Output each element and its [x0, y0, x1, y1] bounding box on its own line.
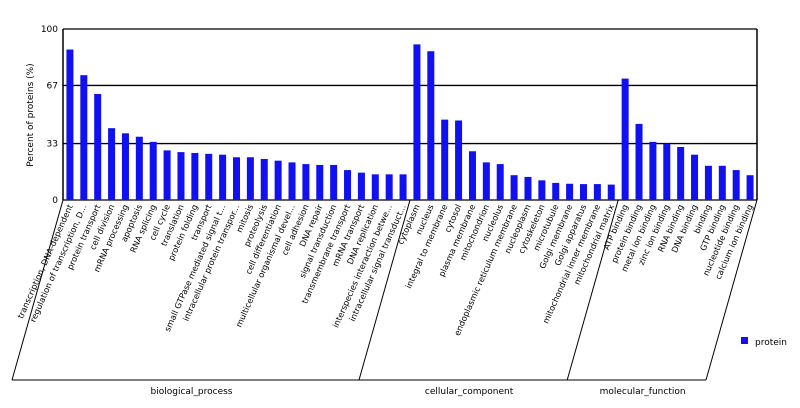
- bar: [135, 136, 143, 200]
- bar: [593, 184, 601, 200]
- y-tick-label: 100: [41, 25, 58, 35]
- bar: [732, 170, 740, 200]
- bar: [385, 174, 393, 200]
- bar: [718, 165, 726, 200]
- group-label: biological_process: [151, 387, 233, 397]
- bar: [510, 175, 518, 200]
- group-label: molecular_function: [600, 387, 686, 397]
- bar: [635, 123, 643, 200]
- bar: [704, 165, 712, 200]
- bar: [94, 93, 102, 200]
- y-axis-label: Percent of proteins (%): [26, 63, 36, 166]
- bar: [746, 175, 754, 200]
- bar: [427, 51, 435, 201]
- bar: [607, 184, 615, 200]
- bar: [219, 154, 227, 200]
- bar: [663, 143, 671, 200]
- bar: [621, 78, 629, 200]
- bar: [524, 176, 532, 200]
- bar: [316, 164, 324, 200]
- bar: [191, 152, 199, 200]
- bar: [649, 141, 657, 200]
- bar: [413, 44, 421, 200]
- group-divider: [566, 199, 619, 381]
- bar: [205, 153, 213, 200]
- bar: [566, 183, 574, 200]
- group-divider: [11, 199, 64, 381]
- bar: [149, 141, 157, 200]
- y-tick-label: 33: [47, 140, 58, 150]
- bar: [468, 151, 476, 200]
- bar: [302, 164, 310, 200]
- group-label: cellular_component: [425, 387, 514, 397]
- bar: [233, 157, 240, 200]
- bar: [108, 128, 116, 200]
- bar: [288, 162, 296, 200]
- legend-label: protein: [755, 338, 787, 348]
- bar: [580, 184, 587, 200]
- bar: [399, 174, 407, 200]
- y-tick-label: 67: [47, 81, 58, 91]
- bar: [357, 172, 365, 200]
- bar: [344, 170, 352, 200]
- bar: [66, 49, 74, 200]
- bar: [274, 160, 282, 200]
- bar: [496, 164, 504, 200]
- bar: [455, 120, 463, 200]
- bar: [677, 146, 685, 200]
- bar: [80, 75, 88, 200]
- bar: [691, 154, 699, 200]
- bar: [538, 180, 546, 200]
- bar: [330, 164, 338, 200]
- group-divider: [705, 199, 758, 381]
- group-divider: [358, 199, 411, 381]
- bar: [121, 133, 129, 200]
- bar: [441, 119, 449, 200]
- legend-swatch: [741, 337, 748, 344]
- bar: [163, 150, 171, 200]
- bar: [260, 158, 268, 200]
- bar: [482, 162, 490, 200]
- bar: [177, 152, 185, 200]
- bar: [246, 157, 254, 200]
- bar: [371, 174, 379, 200]
- bar: [552, 182, 560, 200]
- y-tick-label: 0: [52, 196, 58, 206]
